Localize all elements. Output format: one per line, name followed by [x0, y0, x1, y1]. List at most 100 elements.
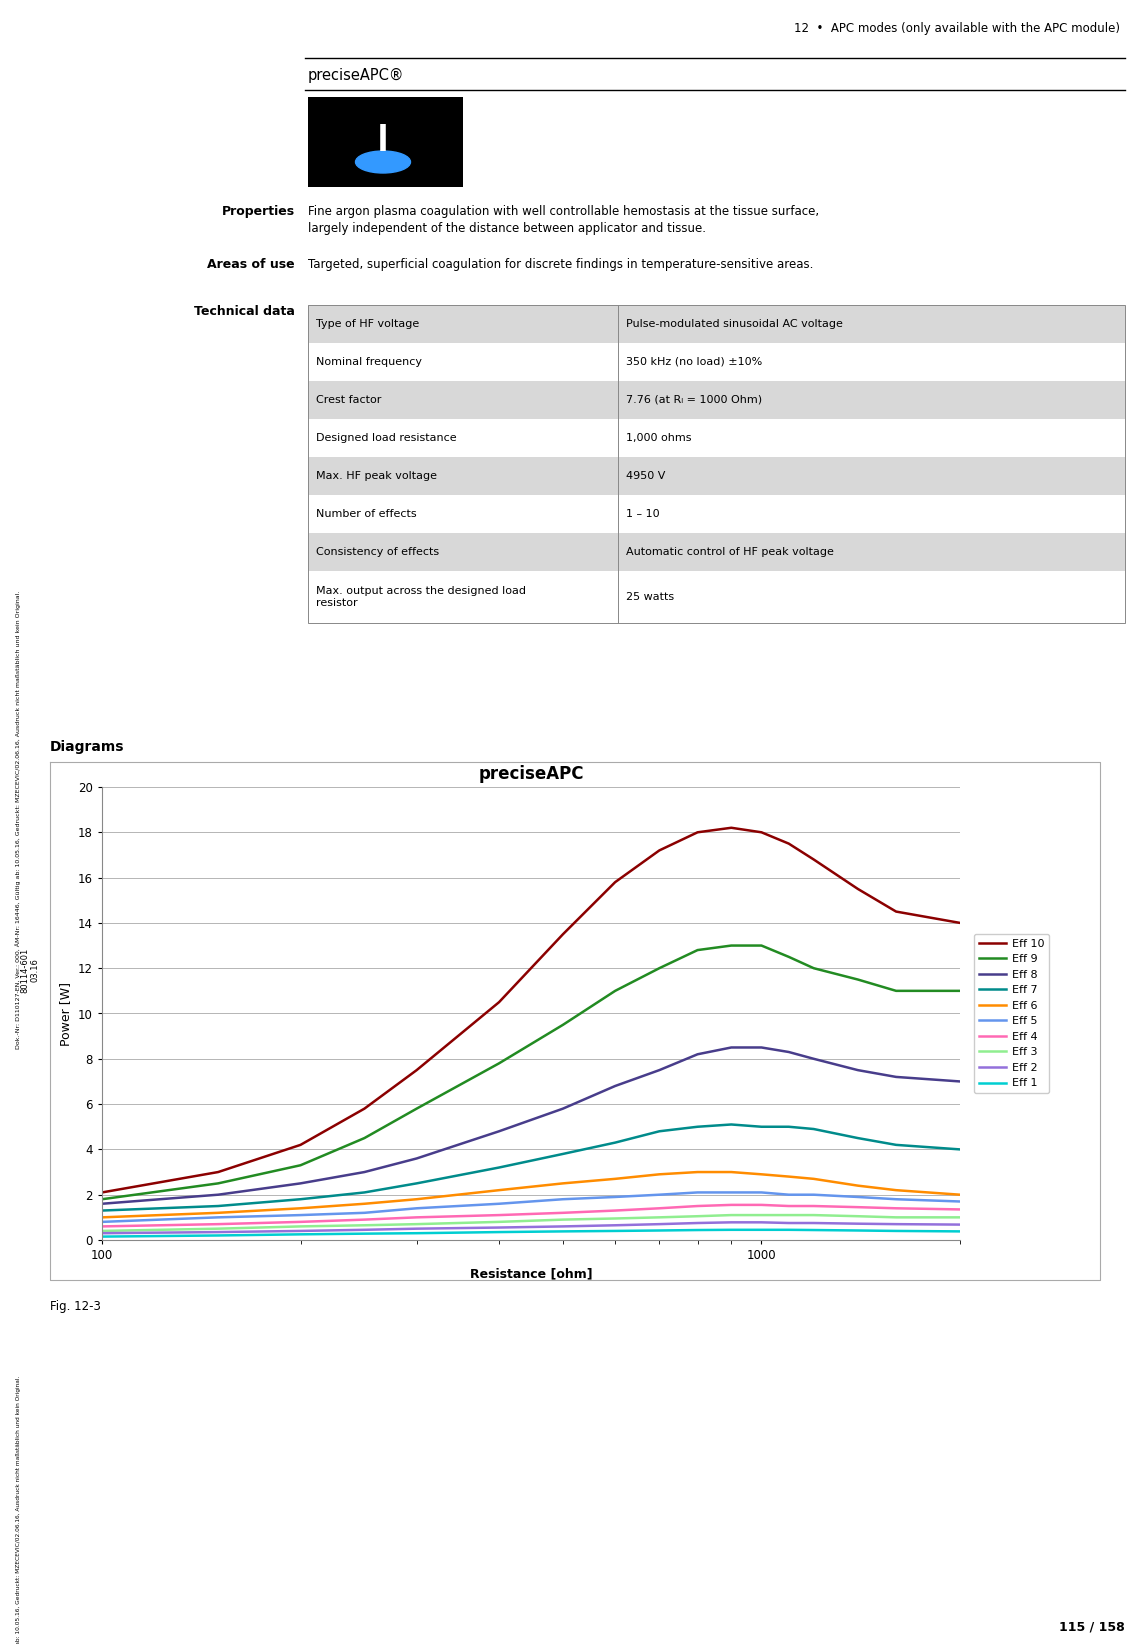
Text: 1 – 10: 1 – 10: [626, 510, 660, 520]
Eff 4: [889, 1198, 903, 1218]
Eff 10: [807, 850, 821, 870]
Eff 8: [293, 1174, 307, 1194]
Text: Type of HF voltage: Type of HF voltage: [316, 319, 419, 329]
Eff 3: [782, 1205, 795, 1225]
Eff 10: [609, 873, 622, 893]
Eff 9: [851, 970, 865, 990]
Eff 3: [851, 1207, 865, 1226]
Eff 2: [95, 1223, 109, 1243]
Text: Diagrams: Diagrams: [50, 740, 125, 755]
Eff 7: [95, 1200, 109, 1220]
Eff 9: [889, 981, 903, 1001]
Eff 7: [410, 1174, 424, 1194]
Eff 1: [609, 1221, 622, 1241]
Eff 6: [807, 1169, 821, 1189]
Eff 3: [211, 1218, 225, 1238]
Eff 5: [358, 1203, 371, 1223]
Eff 8: [652, 1060, 666, 1080]
Eff 2: [492, 1218, 505, 1238]
Eff 6: [556, 1174, 570, 1194]
Eff 10: [782, 834, 795, 853]
Eff 5: [724, 1182, 738, 1202]
Eff 1: [211, 1226, 225, 1246]
Eff 4: [851, 1197, 865, 1217]
Legend: Eff 10, Eff 9, Eff 8, Eff 7, Eff 6, Eff 5, Eff 4, Eff 3, Eff 2, Eff 1: Eff 10, Eff 9, Eff 8, Eff 7, Eff 6, Eff …: [974, 934, 1049, 1093]
Eff 6: [754, 1164, 768, 1184]
Eff 6: [95, 1207, 109, 1226]
Line: Eff 7: Eff 7: [102, 1124, 960, 1210]
Eff 2: [953, 1215, 967, 1235]
Eff 6: [609, 1169, 622, 1189]
Eff 4: [358, 1210, 371, 1230]
Eff 10: [754, 822, 768, 842]
Eff 9: [953, 981, 967, 1001]
Bar: [308, 570, 618, 623]
Line: Eff 1: Eff 1: [102, 1230, 960, 1236]
Text: Nominal frequency: Nominal frequency: [316, 357, 422, 367]
Text: Fig. 12-3: Fig. 12-3: [50, 1300, 101, 1314]
Eff 10: [293, 1134, 307, 1154]
Line: Eff 8: Eff 8: [102, 1047, 960, 1203]
Eff 4: [691, 1197, 705, 1217]
Eff 6: [889, 1180, 903, 1200]
Eff 8: [609, 1077, 622, 1097]
Eff 1: [851, 1220, 865, 1240]
Eff 9: [807, 958, 821, 978]
Eff 8: [410, 1149, 424, 1169]
Eff 6: [410, 1189, 424, 1208]
Eff 4: [410, 1207, 424, 1226]
Text: Automatic control of HF peak voltage: Automatic control of HF peak voltage: [626, 547, 834, 557]
Line: Eff 6: Eff 6: [102, 1172, 960, 1217]
Eff 1: [95, 1226, 109, 1246]
Eff 10: [889, 901, 903, 921]
Eff 4: [953, 1200, 967, 1220]
Eff 1: [953, 1221, 967, 1241]
Eff 5: [889, 1189, 903, 1208]
Text: 7.76 (at Rₗ = 1000 Ohm): 7.76 (at Rₗ = 1000 Ohm): [626, 395, 762, 404]
Eff 6: [691, 1162, 705, 1182]
Line: Eff 2: Eff 2: [102, 1223, 960, 1233]
Bar: [308, 97, 463, 187]
Eff 7: [691, 1116, 705, 1136]
Eff 9: [652, 958, 666, 978]
Text: Areas of use: Areas of use: [207, 258, 295, 271]
Eff 2: [211, 1221, 225, 1241]
Eff 2: [358, 1220, 371, 1240]
Eff 1: [410, 1223, 424, 1243]
Eff 5: [782, 1185, 795, 1205]
Eff 4: [492, 1205, 505, 1225]
Eff 4: [609, 1200, 622, 1220]
Eff 10: [556, 924, 570, 944]
Eff 5: [953, 1192, 967, 1212]
Bar: [308, 419, 618, 457]
Eff 9: [691, 940, 705, 960]
Eff 1: [691, 1220, 705, 1240]
Eff 3: [754, 1205, 768, 1225]
Text: 115 / 158: 115 / 158: [1059, 1619, 1125, 1632]
Line: Eff 4: Eff 4: [102, 1205, 960, 1226]
Eff 5: [293, 1205, 307, 1225]
Eff 10: [492, 993, 505, 1013]
Bar: [308, 457, 618, 495]
Eff 3: [95, 1221, 109, 1241]
Eff 5: [807, 1185, 821, 1205]
Eff 6: [211, 1203, 225, 1223]
Eff 2: [556, 1217, 570, 1236]
Eff 7: [652, 1121, 666, 1141]
Text: 1,000 ohms: 1,000 ohms: [626, 432, 691, 442]
Eff 3: [556, 1210, 570, 1230]
Text: Designed load resistance: Designed load resistance: [316, 432, 456, 442]
Eff 8: [556, 1098, 570, 1118]
Eff 7: [889, 1134, 903, 1154]
Eff 9: [492, 1054, 505, 1074]
Eff 5: [851, 1187, 865, 1207]
Text: Dok.-Nr: D110127-EN, Ver.: 000, ÄM-Nr: 16446, Gültig ab: 10.05.16, Gedruckt: MZE: Dok.-Nr: D110127-EN, Ver.: 000, ÄM-Nr: 1…: [15, 1376, 21, 1644]
Eff 2: [652, 1215, 666, 1235]
Eff 10: [652, 840, 666, 860]
Bar: [618, 570, 1125, 623]
Eff 9: [724, 935, 738, 955]
Eff 8: [851, 1060, 865, 1080]
Eff 10: [358, 1098, 371, 1118]
Eff 4: [652, 1198, 666, 1218]
Bar: [618, 533, 1125, 570]
